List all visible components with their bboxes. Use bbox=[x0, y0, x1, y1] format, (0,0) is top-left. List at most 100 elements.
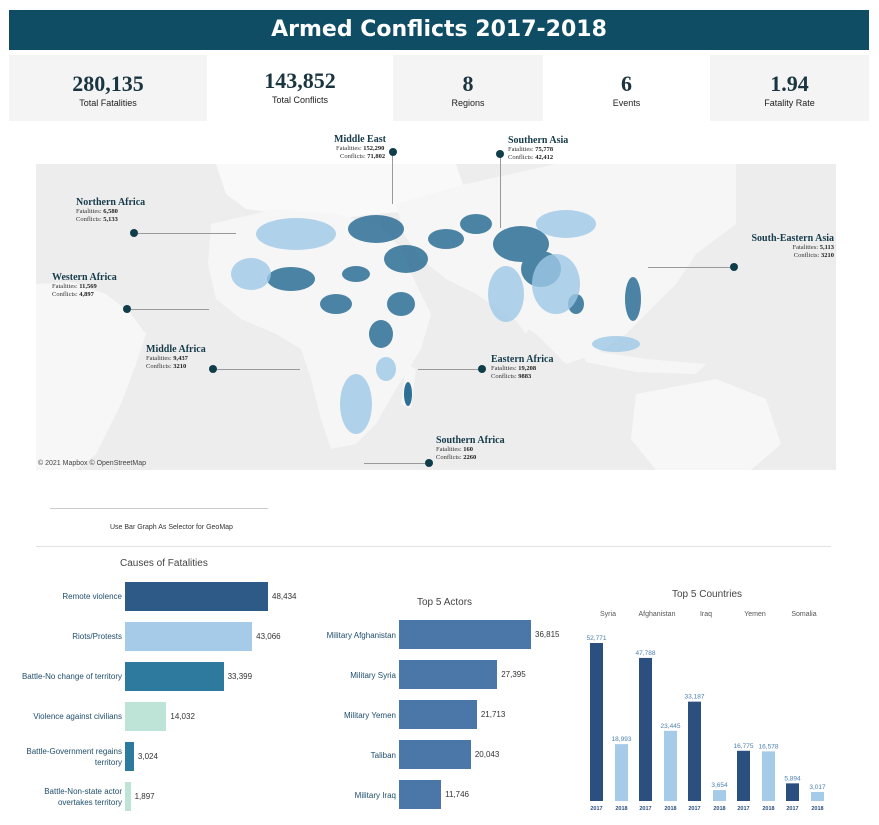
marker-southern-asia[interactable] bbox=[496, 150, 504, 158]
leader-line bbox=[217, 369, 300, 370]
region-conflicts: Conflicts: 5,133 bbox=[76, 216, 145, 224]
region-conflicts: Conflicts: 3210 bbox=[146, 363, 206, 371]
section-divider bbox=[36, 546, 831, 547]
fatalities-label: Fatalities: bbox=[76, 208, 102, 215]
country-bar-value: 3,017 bbox=[809, 784, 826, 791]
actor-label[interactable]: Military Syria bbox=[350, 670, 396, 680]
cause-bar[interactable] bbox=[125, 582, 268, 611]
actor-label[interactable]: Taliban bbox=[370, 750, 396, 760]
countries-chart: Syria 52,771 2017 18,993 2018 Afghanistan 47,7… bbox=[587, 611, 826, 812]
kpi-regions: 8 Regions bbox=[393, 55, 543, 121]
cause-bar[interactable] bbox=[125, 742, 134, 771]
country-bar[interactable] bbox=[811, 791, 824, 801]
region-fatalities: Fatalities: 19,208 bbox=[491, 365, 554, 373]
callout-middle-africa[interactable]: Middle Africa Fatalities: 9,437 Conflict… bbox=[146, 344, 206, 371]
country-bar[interactable] bbox=[713, 790, 726, 801]
actor-bar[interactable] bbox=[399, 700, 477, 729]
actor-bar[interactable] bbox=[399, 660, 498, 689]
cause-bar[interactable] bbox=[125, 782, 131, 811]
country-label: Yemen bbox=[744, 611, 766, 618]
country-bar-value: 16,775 bbox=[734, 743, 754, 750]
actor-label[interactable]: Military Iraq bbox=[354, 790, 396, 800]
callout-western-africa[interactable]: Western Africa Fatalities: 11,569 Confli… bbox=[52, 272, 117, 299]
kpi-total-fatalities: 280,135 Total Fatalities bbox=[9, 55, 207, 121]
region-conflicts: Conflicts: 71,802 bbox=[340, 153, 414, 161]
conflicts-value: 42,412 bbox=[535, 154, 554, 161]
actor-bar[interactable] bbox=[399, 780, 442, 809]
kpi-value: 1.94 bbox=[770, 71, 809, 96]
cause-label[interactable]: Violence against civilians bbox=[33, 712, 122, 721]
country-bar[interactable] bbox=[639, 657, 652, 801]
country-bar[interactable] bbox=[615, 744, 628, 801]
leader-line bbox=[418, 369, 478, 370]
region-fatalities: Fatalities: 75,778 bbox=[508, 146, 568, 154]
cause-bar[interactable] bbox=[125, 702, 167, 731]
fatalities-label: Fatalities: bbox=[436, 446, 462, 453]
region-conflicts: Conflicts: 42,412 bbox=[508, 154, 568, 162]
region-conflicts: Conflicts: 2260 bbox=[436, 454, 505, 462]
leader-line bbox=[364, 463, 425, 464]
conflicts-label: Conflicts: bbox=[76, 216, 102, 223]
marker-northern-africa[interactable] bbox=[130, 229, 138, 237]
geo-map[interactable] bbox=[36, 164, 836, 470]
actor-bar[interactable] bbox=[399, 740, 471, 769]
actor-label[interactable]: Military Afghanistan bbox=[326, 630, 396, 640]
region-fatalities: Fatalities: 6,580 bbox=[76, 208, 145, 216]
country-bar[interactable] bbox=[762, 751, 775, 801]
callout-eastern-africa[interactable]: Eastern Africa Fatalities: 19,208 Confli… bbox=[491, 354, 554, 381]
country-bar[interactable] bbox=[786, 783, 799, 801]
region-conflicts: Conflicts: 3210 bbox=[730, 252, 834, 260]
marker-middle-east[interactable] bbox=[389, 148, 397, 156]
callout-southern-africa[interactable]: Southern Africa Fatalities: 160 Conflict… bbox=[436, 435, 505, 462]
fatalities-label: Fatalities: bbox=[792, 244, 819, 251]
actor-label[interactable]: Military Yemen bbox=[343, 710, 396, 720]
kpi-label: Fatality Rate bbox=[764, 98, 815, 108]
kpi-value: 8 bbox=[462, 71, 474, 96]
map-attribution: © 2021 Mapbox © OpenStreetMap bbox=[38, 460, 146, 467]
region-name: Southern Asia bbox=[508, 135, 569, 146]
leader-line bbox=[500, 158, 501, 228]
region-fatalities: Fatalities: 5,113 bbox=[730, 244, 834, 252]
conflicts-value: 3210 bbox=[173, 363, 187, 370]
year-label: 2017 bbox=[786, 806, 798, 812]
cause-bar[interactable] bbox=[125, 662, 224, 691]
region-fatalities: Fatalities: 9,437 bbox=[146, 355, 206, 363]
actor-bar[interactable] bbox=[399, 620, 531, 649]
callout-middle-east[interactable]: Middle East Fatalities: 152,290 Conflict… bbox=[334, 134, 414, 161]
cause-value: 43,066 bbox=[256, 631, 281, 641]
conflicts-label: Conflicts: bbox=[508, 154, 534, 161]
actor-value: 11,746 bbox=[445, 789, 469, 799]
marker-western-africa[interactable] bbox=[123, 305, 131, 313]
region-name: Northern Africa bbox=[76, 197, 146, 208]
fatalities-value: 9,437 bbox=[173, 355, 188, 362]
marker-south-eastern-asia[interactable] bbox=[730, 263, 738, 271]
cause-label[interactable]: Remote violence bbox=[62, 592, 122, 601]
cause-label[interactable]: Battle-Non-state actor overtakes territo… bbox=[44, 786, 122, 807]
map-landmass bbox=[36, 164, 781, 470]
callout-south-eastern-asia[interactable]: South-Eastern Asia Fatalities: 5,113 Con… bbox=[730, 233, 834, 260]
callout-southern-asia[interactable]: Southern Asia Fatalities: 75,778 Conflic… bbox=[508, 135, 568, 162]
cause-value: 33,399 bbox=[227, 671, 253, 681]
region-fatalities: Fatalities: 152,290 bbox=[336, 145, 414, 153]
fatalities-value: 11,569 bbox=[79, 283, 97, 290]
marker-southern-africa[interactable] bbox=[425, 459, 433, 467]
kpi-fatality-rate: 1.94 Fatality Rate bbox=[710, 55, 869, 121]
kpi-strip: 280,135 Total Fatalities 143,852 Total C… bbox=[9, 55, 869, 121]
country-bar[interactable] bbox=[737, 750, 750, 801]
marker-eastern-africa[interactable] bbox=[478, 365, 486, 373]
region-fatalities: Fatalities: 160 bbox=[436, 446, 505, 454]
marker-middle-africa[interactable] bbox=[209, 365, 217, 373]
country-bar[interactable] bbox=[688, 701, 701, 801]
cause-label[interactable]: Riots/Protests bbox=[72, 632, 122, 641]
country-bar[interactable] bbox=[664, 730, 677, 801]
leader-line bbox=[648, 267, 730, 268]
cause-label[interactable]: Battle-No change of territory bbox=[21, 672, 122, 681]
leader-line bbox=[392, 156, 393, 204]
actor-value: 27,395 bbox=[501, 669, 526, 679]
selector-divider bbox=[50, 508, 268, 509]
cause-label[interactable]: Battle-Government regains territory bbox=[26, 746, 122, 767]
year-label: 2017 bbox=[590, 806, 602, 812]
country-bar[interactable] bbox=[590, 643, 603, 801]
cause-bar[interactable] bbox=[125, 622, 253, 651]
callout-northern-africa[interactable]: Northern Africa Fatalities: 6,580 Confli… bbox=[76, 197, 145, 224]
